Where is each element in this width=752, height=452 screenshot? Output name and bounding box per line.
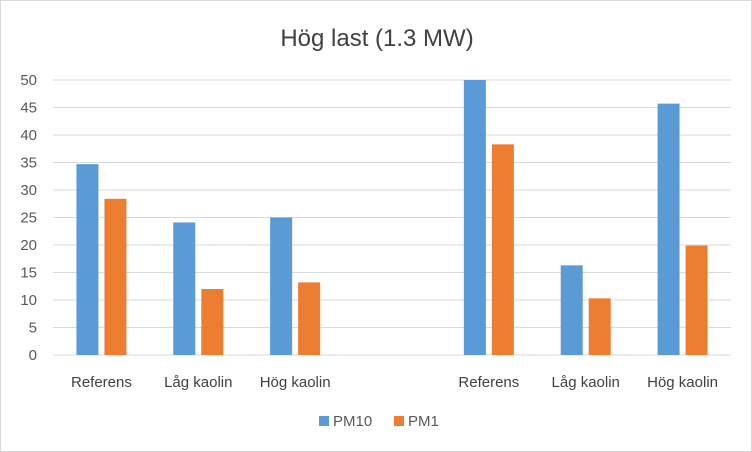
y-tick-label: 30	[20, 182, 37, 199]
y-tick-label: 5	[29, 320, 37, 337]
y-tick-label: 10	[20, 292, 37, 309]
y-tick-label: 25	[20, 210, 37, 227]
x-category-label: Hög kaolin	[260, 374, 331, 391]
y-tick-label: 50	[20, 72, 37, 89]
bar-pm1-2	[298, 282, 321, 355]
y-tick-label: 0	[29, 347, 37, 364]
legend-swatch-pm1	[394, 416, 404, 426]
bar-pm1-4	[491, 144, 514, 355]
legend-label-pm1: PM1	[408, 413, 439, 430]
x-category-label: Låg kaolin	[552, 374, 620, 391]
y-axis-ticks: 0 5 10 15 20 25 30 35 40 45 50	[20, 72, 37, 364]
x-category-label: Låg kaolin	[164, 374, 232, 391]
bar-pm10-2	[270, 217, 293, 355]
bar-pm1-5	[588, 298, 611, 355]
bar-pm10-1	[173, 222, 196, 355]
bar-pm1-6	[685, 245, 708, 355]
bars	[76, 80, 708, 356]
y-tick-label: 15	[20, 265, 37, 282]
legend-label-pm10: PM10	[333, 413, 372, 430]
y-tick-label: 35	[20, 155, 37, 172]
bar-pm10-6	[657, 103, 680, 356]
bar-pm10-5	[560, 265, 583, 355]
bar-pm1-0	[104, 198, 127, 355]
chart-title: Hög last (1.3 MW)	[280, 25, 473, 52]
x-category-label: Referens	[71, 374, 132, 391]
x-category-label: Hög kaolin	[647, 374, 718, 391]
bar-pm1-1	[201, 289, 224, 355]
y-tick-label: 20	[20, 237, 37, 254]
legend-swatch-pm10	[319, 416, 329, 426]
x-category-label: Referens	[458, 374, 519, 391]
bar-pm10-0	[76, 164, 99, 355]
x-axis-categories: Referens Låg kaolin Hög kaolin Referens Låg …	[71, 374, 718, 391]
legend: PM10 PM1	[319, 413, 439, 430]
y-tick-label: 45	[20, 100, 37, 117]
gridlines	[53, 79, 731, 356]
y-tick-label: 40	[20, 127, 37, 144]
bar-pm10-4	[463, 80, 486, 355]
